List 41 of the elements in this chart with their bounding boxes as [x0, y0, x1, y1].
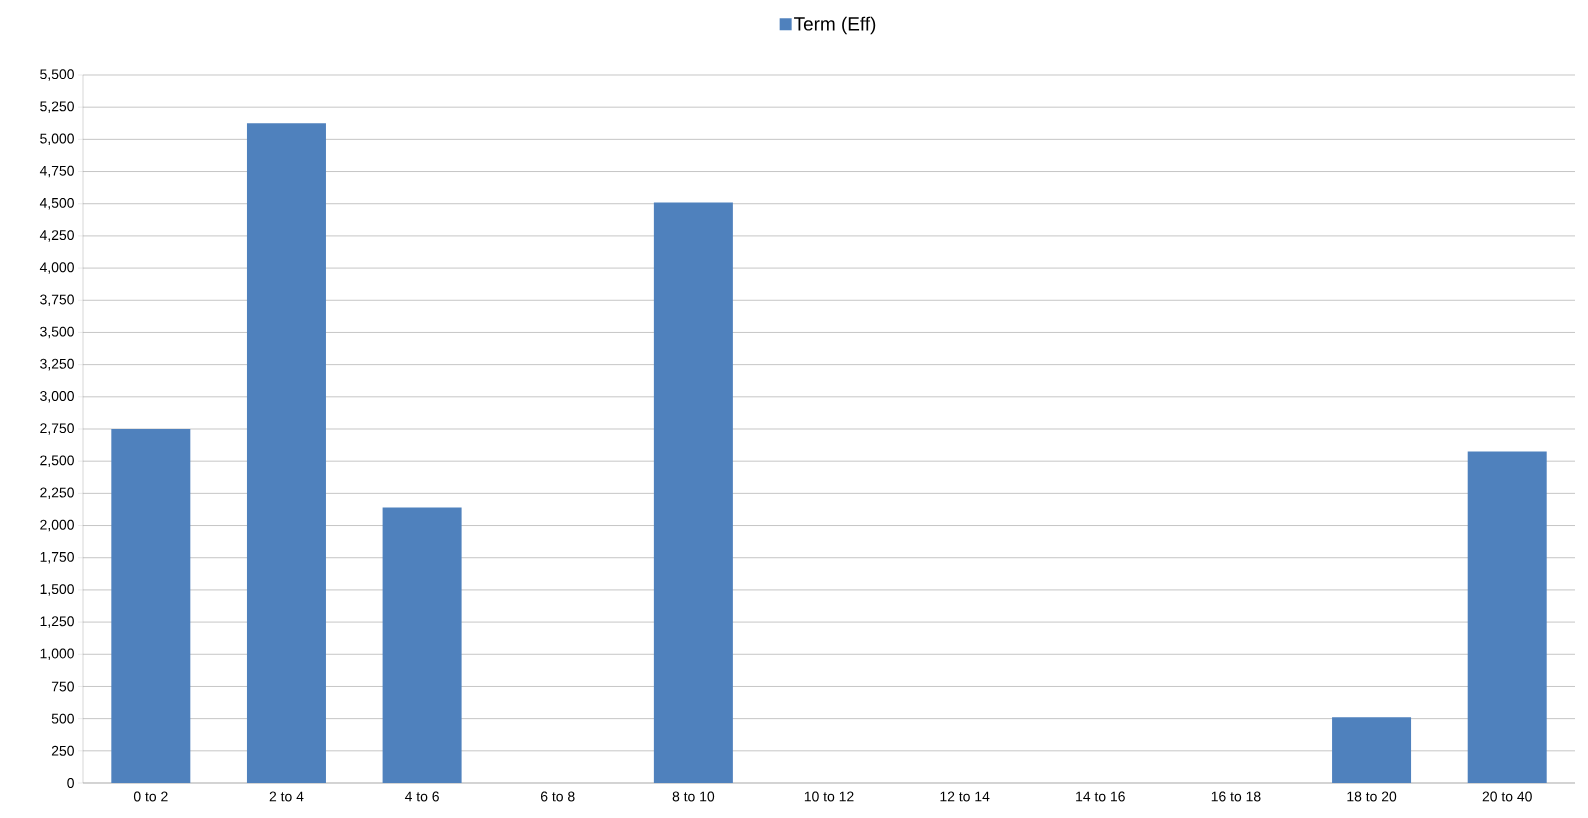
y-tick-label: 0 — [67, 778, 74, 788]
y-tick-label: 250 — [51, 745, 74, 756]
y-tick-label: 5,250 — [40, 101, 74, 113]
x-tick-label: 12 to 14 — [940, 791, 990, 802]
y-tick-label: 4,250 — [39, 230, 74, 242]
y-tick-label: 2,500 — [40, 455, 74, 467]
bar — [246, 123, 326, 783]
y-tick-label: 3,000 — [40, 391, 74, 403]
bar — [382, 507, 462, 783]
x-tick-label: 2 to 4 — [269, 791, 304, 802]
x-tick-label: 4 to 6 — [404, 791, 439, 802]
x-tick-label: 6 to 8 — [540, 791, 575, 802]
y-tick-label: 3,500 — [40, 326, 74, 339]
x-tick-label: 8 to 10 — [672, 791, 715, 802]
x-tick-label: 0 to 2 — [133, 791, 168, 802]
y-tick-label: 2,750 — [40, 423, 74, 435]
y-tick-label: 3,250 — [40, 358, 74, 371]
legend-label: Term (Eff) — [794, 16, 876, 35]
x-tick-label: 18 to 20 — [1347, 791, 1397, 802]
x-tick-label: 10 to 12 — [804, 791, 854, 802]
y-tick-label: 1,000 — [40, 648, 74, 661]
x-tick-label: 20 to 40 — [1482, 791, 1532, 802]
bar — [111, 429, 191, 783]
y-tick-label: 4,500 — [39, 197, 74, 210]
y-tick-label: 4,750 — [39, 165, 74, 178]
y-tick-label: 3,750 — [40, 294, 74, 307]
bar — [1332, 717, 1412, 783]
y-tick-label: 750 — [51, 681, 74, 692]
y-tick-label: 4,000 — [39, 262, 74, 274]
y-tick-label: 2,250 — [40, 487, 74, 500]
bar — [653, 202, 733, 783]
x-tick-label: 14 to 16 — [1076, 791, 1125, 802]
y-tick-label: 5,500 — [40, 69, 74, 81]
y-tick-label: 2,000 — [40, 519, 74, 532]
x-tick-label: 16 to 18 — [1211, 791, 1261, 802]
y-tick-label: 5,000 — [40, 133, 74, 146]
y-tick-label: 1,250 — [40, 616, 74, 628]
y-tick-label: 1,750 — [40, 551, 74, 564]
y-tick-label: 500 — [51, 713, 74, 724]
bar — [1467, 451, 1547, 783]
y-tick-label: 1,500 — [40, 584, 74, 596]
